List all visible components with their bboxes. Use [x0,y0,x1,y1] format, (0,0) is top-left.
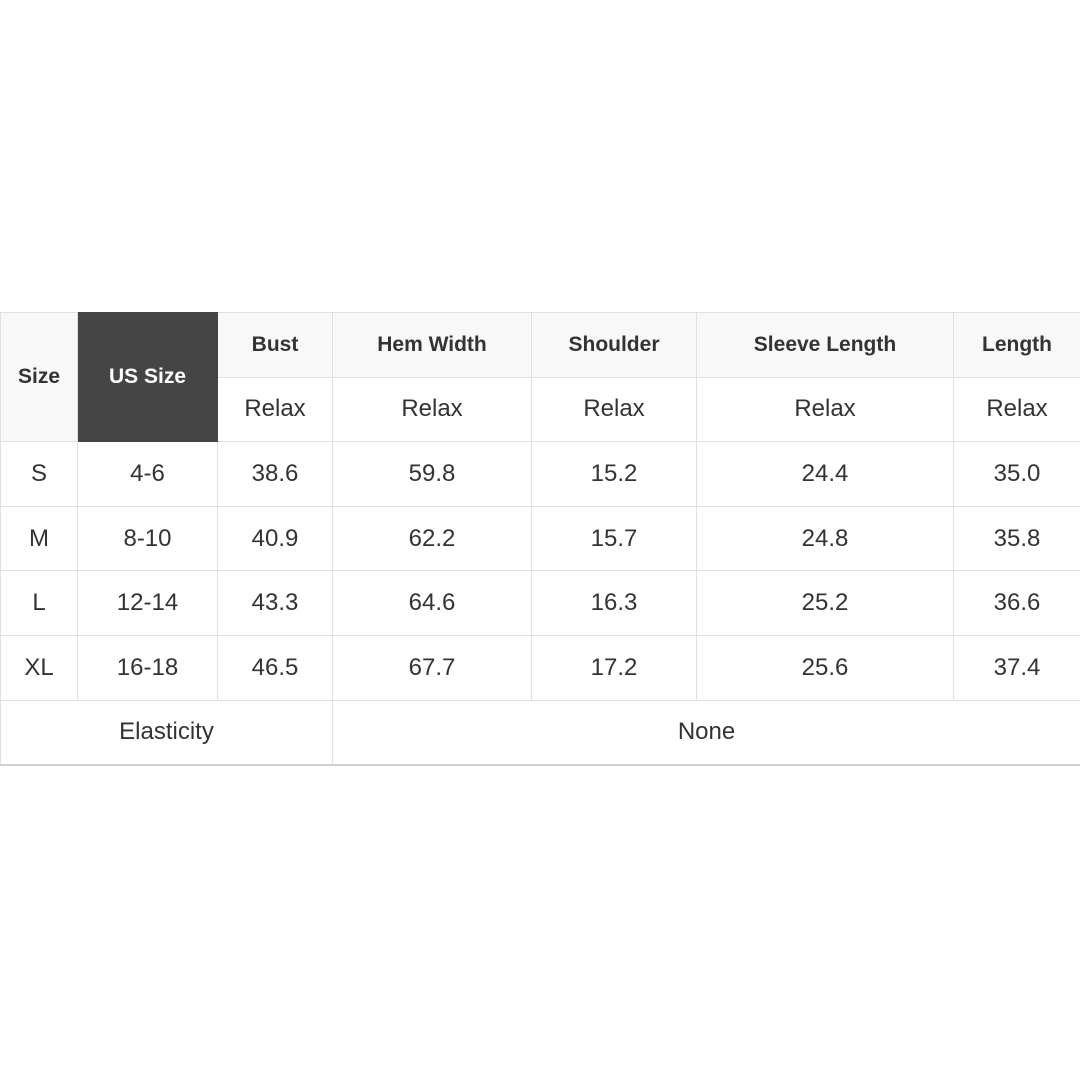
us-size-cell: 4-6 [77,441,218,507]
us-size-cell: 16-18 [77,634,218,701]
measurement-cell: 64.6 [332,570,532,636]
subheader-row: Relax Relax Relax Relax Relax [1,376,1080,443]
us-size-header: US Size [77,311,218,443]
measurement-cell: 35.8 [953,505,1080,572]
measurement-cell: 40.9 [217,505,333,572]
size-chart-table: Size US Size Bust Hem Width Shoulder Sle… [0,311,1080,766]
measurement-cell: 36.6 [953,570,1080,636]
us-size-cell: 8-10 [77,505,218,572]
column-header: Hem Width [332,312,532,378]
measurement-cell: 25.6 [696,634,954,701]
measurement-cell: 59.8 [332,441,532,507]
measurement-cell: 62.2 [332,505,532,572]
measurement-cell: 15.2 [531,441,697,507]
elasticity-row: Elasticity None [0,699,1080,766]
measurement-cell: 16.3 [531,570,697,636]
measurement-cell: 67.7 [332,634,532,701]
size-cell: M [0,505,78,572]
column-header: Length [953,312,1080,378]
measurement-cell: 37.4 [953,634,1080,701]
size-cell: S [0,441,78,507]
header-row: Size US Size Bust Hem Width Shoulder Sle… [0,311,1080,443]
measurement-cell: 15.7 [531,505,697,572]
table-row: L 12-14 43.3 64.6 16.3 25.2 36.6 [0,570,1080,636]
fit-label: Relax [531,376,697,443]
measurement-cell: 35.0 [953,441,1080,507]
measurement-cell: 38.6 [217,441,333,507]
table-row: M 8-10 40.9 62.2 15.7 24.8 35.8 [0,505,1080,572]
table-row: XL 16-18 46.5 67.7 17.2 25.6 37.4 [0,634,1080,701]
column-header: Sleeve Length [696,312,954,378]
fit-label: Relax [332,376,532,443]
measurement-cell: 24.8 [696,505,954,572]
elasticity-value: None [332,699,1080,766]
fit-label: Relax [953,376,1080,443]
fit-label: Relax [217,376,333,443]
table-row: S 4-6 38.6 59.8 15.2 24.4 35.0 [0,441,1080,507]
us-size-cell: 12-14 [77,570,218,636]
column-header: Bust [217,312,333,378]
measurement-cell: 17.2 [531,634,697,701]
column-header: Shoulder [531,312,697,378]
measurement-cell: 46.5 [217,634,333,701]
size-cell: L [0,570,78,636]
fit-label: Relax [696,376,954,443]
measurement-cell: 24.4 [696,441,954,507]
size-header: Size [0,311,78,443]
measurement-cell: 25.2 [696,570,954,636]
elasticity-label: Elasticity [0,699,333,766]
size-cell: XL [0,634,78,701]
measurement-cell: 43.3 [217,570,333,636]
